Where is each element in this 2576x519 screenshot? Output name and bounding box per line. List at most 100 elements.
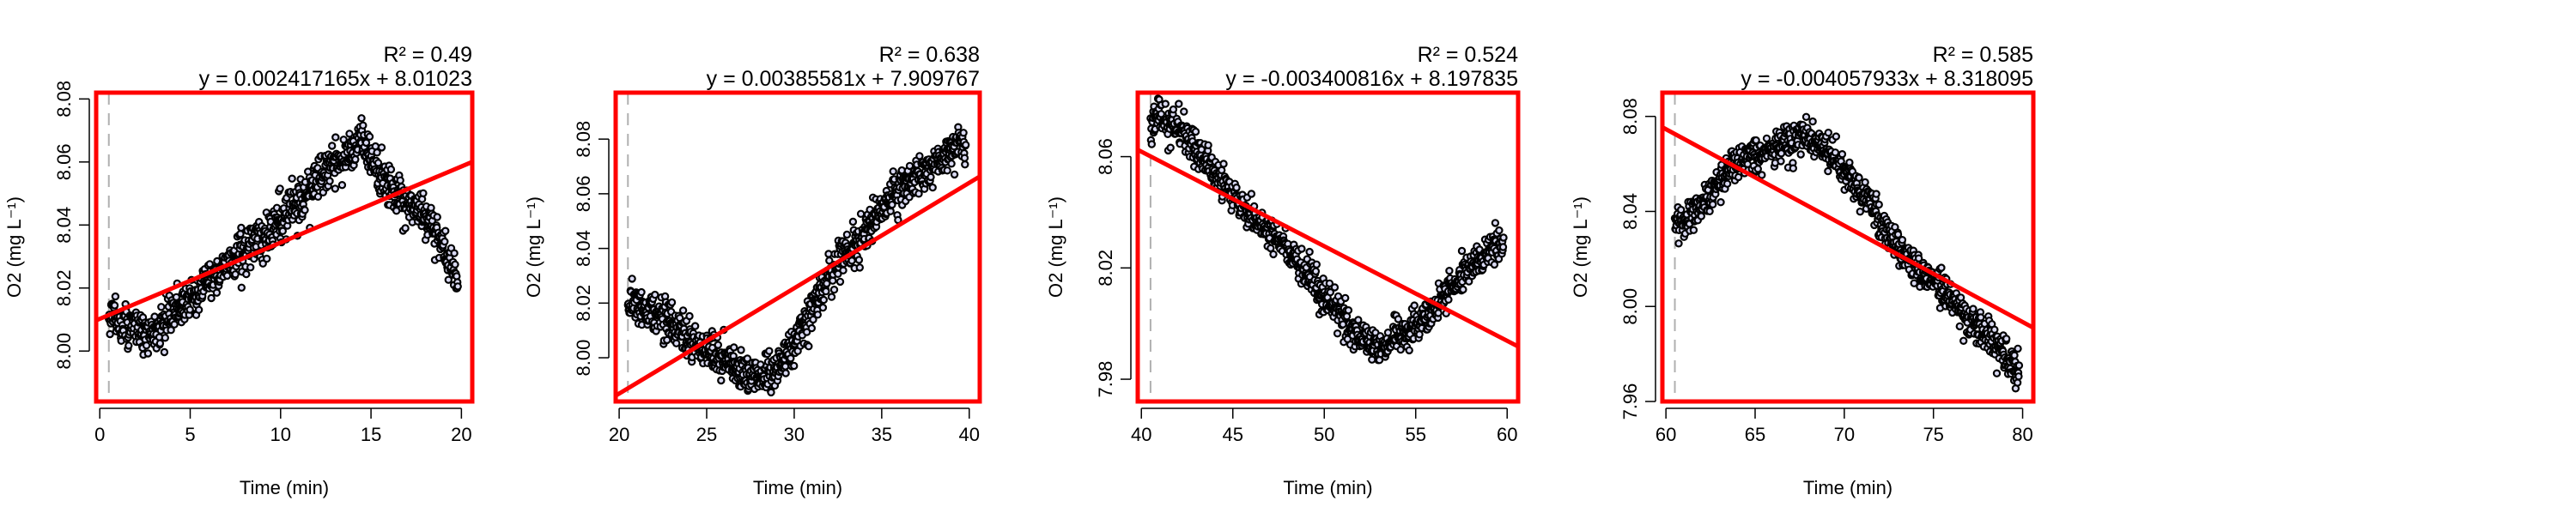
data-point xyxy=(2013,378,2022,387)
data-point xyxy=(167,326,175,335)
data-point xyxy=(637,287,646,297)
data-point xyxy=(835,277,845,287)
y-tick-label: 7.96 xyxy=(1619,383,1641,420)
data-point xyxy=(1676,205,1686,214)
data-point xyxy=(1169,105,1178,114)
y-tick-label: 8.06 xyxy=(53,143,75,180)
x-tick-label: 45 xyxy=(1223,424,1243,445)
data-point xyxy=(1333,329,1342,338)
data-point xyxy=(961,141,970,149)
data-point xyxy=(1491,219,1500,227)
data-point xyxy=(441,226,450,235)
data-point xyxy=(1872,190,1880,198)
data-point xyxy=(157,303,166,311)
data-point xyxy=(288,174,296,183)
data-point xyxy=(1326,288,1335,297)
data-point xyxy=(1855,173,1863,182)
y-tick-label: 8.08 xyxy=(573,121,594,158)
data-point xyxy=(667,298,677,307)
data-point xyxy=(242,269,251,279)
x-tick-label: 15 xyxy=(361,424,381,445)
data-point xyxy=(1232,183,1241,192)
data-point xyxy=(914,190,923,198)
data-point xyxy=(1219,160,1228,168)
data-point xyxy=(889,167,897,176)
plot-area xyxy=(1138,93,1518,401)
data-point xyxy=(1937,263,1946,272)
data-point xyxy=(361,138,371,148)
data-point xyxy=(960,154,969,162)
data-point xyxy=(377,143,386,152)
data-point xyxy=(2014,372,2023,381)
data-point xyxy=(628,275,636,283)
data-point xyxy=(1383,329,1393,337)
x-tick-label: 55 xyxy=(1405,424,1425,445)
x-tick-label: 50 xyxy=(1314,424,1334,445)
regression-equation: y = -0.003400816x + 8.197835 xyxy=(1225,67,1518,91)
data-point xyxy=(1311,267,1321,275)
y-axis-label: O2 (mg L⁻¹) xyxy=(1570,196,1591,298)
data-point xyxy=(1166,143,1175,152)
data-point xyxy=(1405,346,1413,355)
data-point xyxy=(373,148,381,157)
x-tick-label: 70 xyxy=(1834,424,1855,445)
x-tick-label: 40 xyxy=(959,424,980,445)
data-point xyxy=(111,292,120,301)
data-point xyxy=(1495,226,1504,235)
data-point xyxy=(961,160,969,169)
data-point xyxy=(809,315,817,324)
data-point xyxy=(1217,166,1226,175)
data-point xyxy=(110,301,119,310)
data-point xyxy=(451,260,459,269)
data-point xyxy=(781,369,790,377)
data-point xyxy=(848,256,856,265)
plot-frame xyxy=(94,90,475,404)
data-point xyxy=(743,354,752,363)
data-point xyxy=(1305,247,1314,256)
y-tick-label: 8.04 xyxy=(1619,193,1641,230)
data-point xyxy=(1838,149,1847,159)
x-axis-label: Time (min) xyxy=(753,477,842,498)
data-point xyxy=(787,354,795,363)
y-tick-label: 8.00 xyxy=(573,340,594,377)
y-tick-label: 8.06 xyxy=(1095,138,1116,175)
regression-line xyxy=(1662,125,2033,330)
data-point xyxy=(1874,200,1883,209)
data-point xyxy=(237,283,246,292)
data-point xyxy=(1796,150,1805,159)
data-point xyxy=(106,329,114,339)
data-point xyxy=(1674,239,1683,248)
data-point xyxy=(143,349,153,358)
regression-equation: y = 0.00385581x + 7.909767 xyxy=(707,67,980,91)
data-point xyxy=(125,341,133,350)
data-point xyxy=(894,215,902,225)
data-point xyxy=(1789,164,1797,172)
x-tick-label: 75 xyxy=(1923,424,1943,445)
data-point xyxy=(396,176,404,184)
data-point xyxy=(374,159,383,167)
r-squared-label: R² = 0.524 xyxy=(1418,43,1519,67)
y-axis-label: O2 (mg L⁻¹) xyxy=(3,196,25,298)
data-point xyxy=(160,347,169,357)
data-point xyxy=(142,341,151,350)
data-point xyxy=(1325,279,1334,288)
data-point xyxy=(1977,313,1985,322)
data-point xyxy=(1147,140,1157,148)
data-point xyxy=(231,270,240,279)
x-tick-label: 30 xyxy=(784,424,805,445)
data-point xyxy=(1247,190,1256,198)
data-point xyxy=(888,200,896,209)
data-point xyxy=(207,293,216,303)
y-axis-label: O2 (mg L⁻¹) xyxy=(523,196,544,298)
x-tick-label: 60 xyxy=(1656,424,1676,445)
data-point xyxy=(1801,112,1811,121)
data-point xyxy=(1490,260,1499,269)
y-axis-label: O2 (mg L⁻¹) xyxy=(1045,196,1066,298)
data-point xyxy=(357,114,366,123)
data-point xyxy=(185,305,194,314)
data-point xyxy=(1161,100,1170,108)
data-point xyxy=(1444,295,1453,304)
data-point xyxy=(765,347,774,355)
x-axis-label: Time (min) xyxy=(240,477,329,498)
